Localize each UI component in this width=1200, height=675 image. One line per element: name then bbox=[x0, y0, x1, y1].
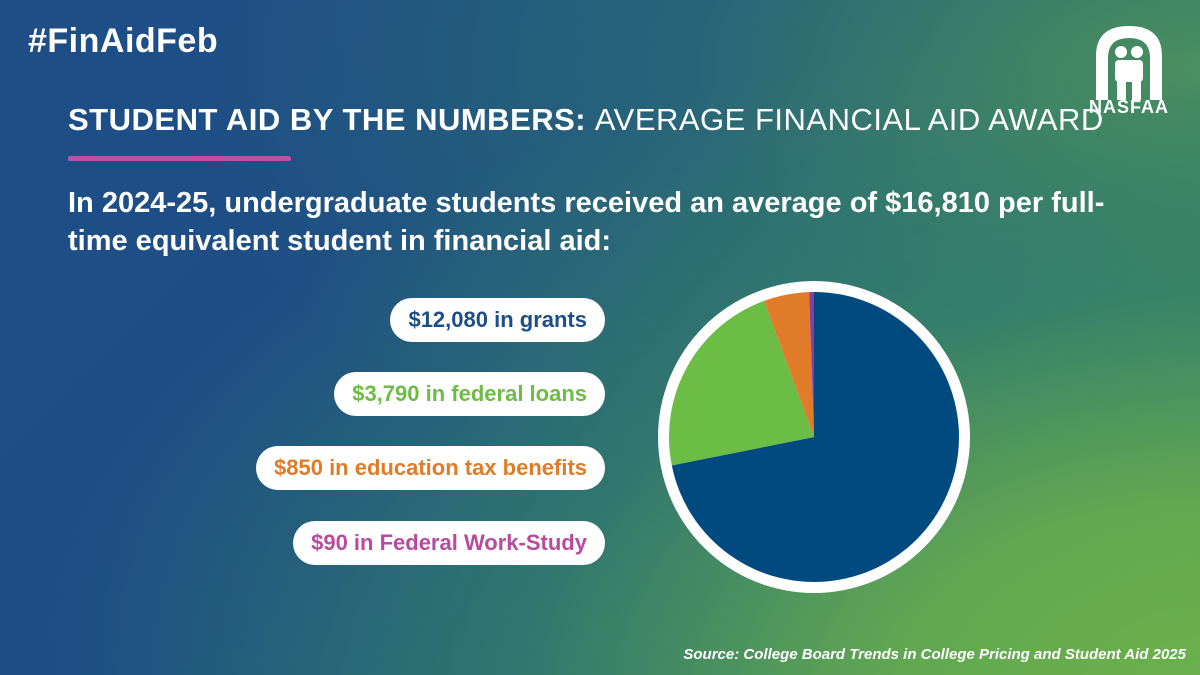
headline-light: AVERAGE FINANCIAL AID AWARD bbox=[594, 102, 1104, 137]
headline-bold: STUDENT AID BY THE NUMBERS: bbox=[68, 102, 587, 137]
label-federal-loans: $3,790 in federal loans bbox=[334, 372, 605, 416]
pie-slice-federal-work-study bbox=[809, 292, 814, 437]
pie-chart bbox=[658, 281, 970, 593]
intro-text: In 2024-25, undergraduate students recei… bbox=[68, 187, 1105, 257]
logo-text: NASFAA bbox=[1088, 97, 1169, 117]
pie-slice-education-tax-benefits bbox=[764, 292, 814, 437]
pie-slice-grants bbox=[671, 292, 960, 582]
label-grants: $12,080 in grants bbox=[390, 298, 605, 342]
nasfaa-arch-icon bbox=[1096, 26, 1162, 100]
accent-rule bbox=[68, 156, 291, 161]
pie-slice-federal-loans bbox=[669, 300, 814, 466]
headline: STUDENT AID BY THE NUMBERS: AVERAGE FINA… bbox=[68, 102, 1104, 138]
label-work-study: $90 in Federal Work-Study bbox=[293, 521, 605, 565]
hashtag: #FinAidFeb bbox=[28, 22, 219, 60]
nasfaa-logo: NASFAA bbox=[1084, 22, 1174, 122]
source-note: Source: College Board Trends in College … bbox=[683, 646, 1186, 663]
label-tax-benefits: $850 in education tax benefits bbox=[256, 446, 605, 490]
